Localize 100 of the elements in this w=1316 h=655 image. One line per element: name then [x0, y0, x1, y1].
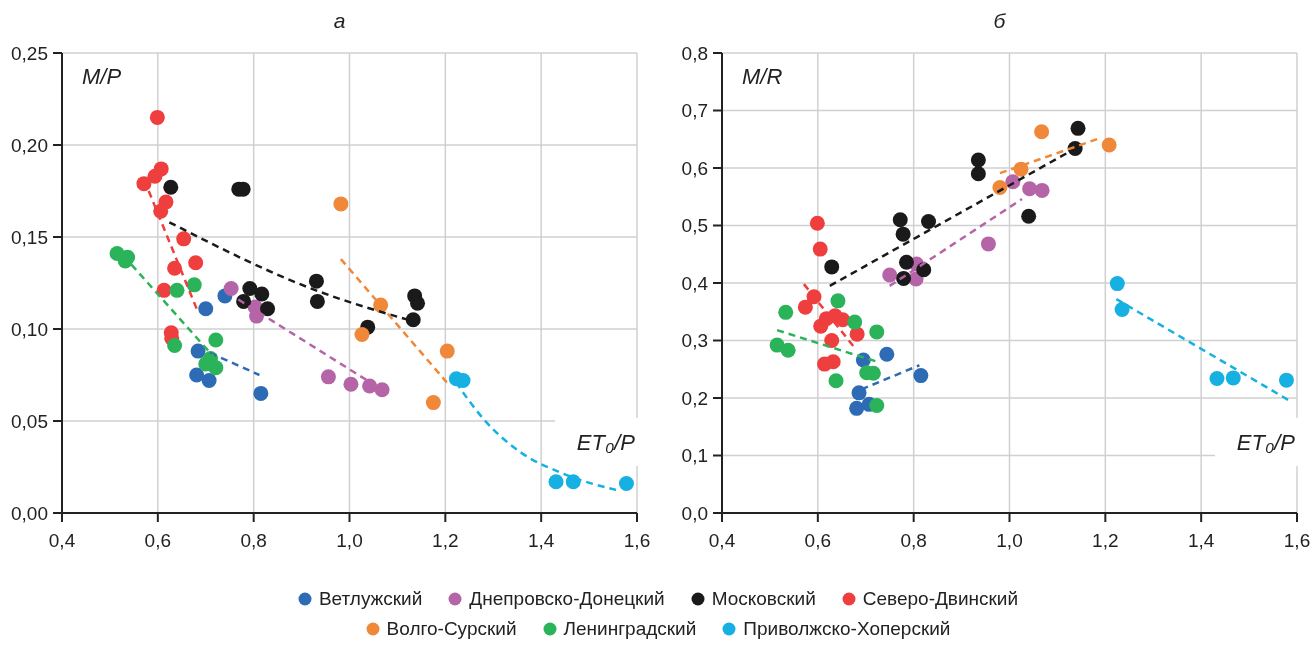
point: [354, 327, 370, 343]
legend-label: Волго-Сурский: [386, 618, 517, 640]
point: [980, 236, 996, 252]
point: [147, 168, 163, 184]
y-tick-label: 0,7: [681, 100, 708, 122]
point: [439, 343, 455, 359]
y-tick-label: 0,6: [681, 157, 708, 179]
point: [176, 231, 192, 247]
point: [847, 314, 863, 330]
point: [780, 342, 796, 358]
point: [828, 373, 844, 389]
y-tick-label: 0,8: [681, 42, 708, 64]
legend-label: Приволжско-Хоперский: [743, 618, 951, 640]
point: [1021, 208, 1037, 224]
x-tick-label: 1,4: [527, 530, 555, 551]
x-tick-label: 0,6: [144, 530, 172, 551]
point: [618, 476, 634, 492]
point: [879, 346, 895, 362]
y-tick-label: 0,15: [11, 226, 48, 248]
point: [797, 299, 813, 315]
x-tick-label: 0,8: [900, 530, 927, 551]
point: [167, 338, 183, 354]
y-tick-label: 0,25: [11, 42, 48, 64]
y-tick-label: 0,20: [11, 134, 48, 156]
point: [809, 215, 825, 231]
point: [201, 373, 217, 389]
legend-label: Северо-Двинский: [862, 588, 1019, 610]
point: [169, 282, 185, 298]
point: [410, 295, 426, 311]
point: [374, 382, 390, 398]
legend-label: Ленинградский: [563, 618, 697, 640]
point: [970, 152, 986, 168]
x-tick-label: 1,0: [996, 530, 1023, 551]
point: [1101, 137, 1117, 153]
point: [824, 333, 840, 348]
point: [190, 343, 206, 359]
y-tick-label: 0,5: [681, 215, 708, 237]
y-tick-label: 0,4: [681, 272, 709, 294]
point: [260, 301, 276, 317]
x-tick-label: 1,6: [1283, 530, 1311, 551]
x-tick-label: 0,6: [804, 530, 832, 551]
point: [242, 281, 258, 297]
point: [186, 277, 202, 293]
point: [882, 267, 898, 283]
x-axis-title: ET₀/P: [576, 430, 636, 455]
point: [254, 286, 270, 302]
y-tick-label: 0,3: [681, 330, 708, 352]
point: [223, 281, 239, 297]
point: [208, 332, 224, 348]
y-tick-label: 0,10: [11, 318, 48, 340]
point: [812, 241, 828, 257]
point: [405, 312, 421, 328]
point: [970, 166, 986, 182]
x-tick-label: 0,8: [240, 530, 267, 551]
point: [824, 259, 840, 275]
point: [333, 196, 349, 212]
x-tick-label: 1,2: [1092, 530, 1119, 551]
point: [1109, 276, 1125, 292]
point: [1070, 120, 1086, 136]
y-axis-title: M/P: [82, 64, 122, 89]
point: [548, 474, 564, 490]
point: [898, 254, 914, 270]
point: [778, 304, 794, 320]
point: [1209, 370, 1225, 386]
point: [136, 176, 152, 192]
point: [869, 397, 885, 413]
point: [320, 369, 336, 385]
point: [913, 368, 929, 384]
point: [1034, 182, 1050, 198]
y-tick-label: 0,05: [11, 410, 48, 432]
x-tick-label: 1,2: [432, 530, 459, 551]
legend-label: Московский: [711, 588, 816, 610]
point: [830, 293, 846, 309]
x-tick-label: 1,6: [623, 530, 651, 551]
point: [849, 400, 865, 416]
x-axis-title: ET₀/P: [1236, 430, 1296, 455]
point: [253, 385, 269, 401]
point: [309, 293, 325, 309]
chart-title: а: [333, 9, 346, 32]
point: [163, 179, 179, 195]
point: [921, 213, 937, 229]
point: [198, 301, 214, 317]
point: [208, 360, 224, 376]
y-tick-label: 0,2: [681, 387, 708, 409]
point: [1114, 301, 1130, 317]
point: [149, 109, 165, 125]
y-tick-label: 0,00: [11, 502, 48, 524]
point: [188, 255, 204, 271]
point: [425, 395, 441, 411]
x-tick-label: 0,4: [708, 530, 736, 551]
legend-label: Ветлужский: [318, 588, 423, 610]
point: [1225, 370, 1241, 386]
point: [1278, 372, 1294, 388]
chart-title: б: [993, 9, 1007, 32]
y-tick-label: 0,0: [681, 502, 708, 524]
point: [308, 273, 324, 289]
point: [849, 326, 865, 342]
point: [189, 367, 205, 383]
point: [869, 324, 885, 340]
y-tick-label: 0,1: [681, 445, 708, 467]
